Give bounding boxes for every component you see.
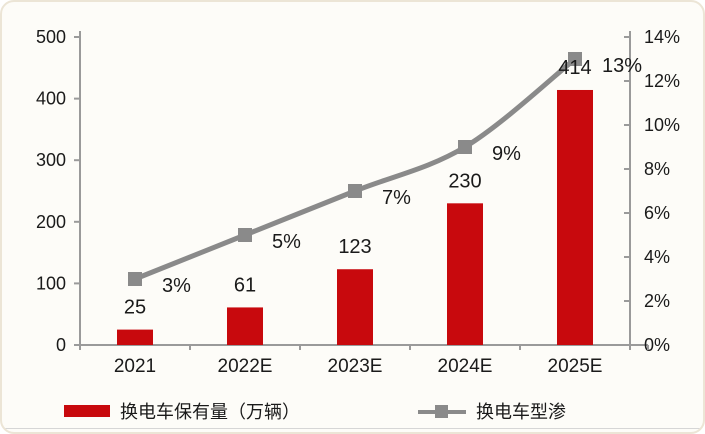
- line-value-label: 7%: [382, 187, 411, 209]
- line-value-label: 13%: [602, 55, 642, 77]
- bar-value-label: 414: [558, 57, 591, 79]
- line-swatch-square-marker: [435, 404, 448, 418]
- x-axis-category-label: 2021: [114, 356, 156, 377]
- line-marker-2022E: [238, 228, 252, 242]
- right-axis-tick-label: 8%: [644, 159, 670, 179]
- line-marker-2025E: [568, 52, 582, 66]
- line-value-label: 3%: [162, 275, 191, 297]
- chart-canvas: 0 100 200 300 400 500 0% 2% 4% 6% 8% 10% 12% 14% 2021 2…: [36, 27, 680, 377]
- x-axis-category-label: 2023E: [328, 356, 383, 377]
- left-axis-tick-label: 0: [56, 335, 66, 355]
- line-series-swatch-icon: [418, 404, 466, 418]
- legend-item-line-series: 换电车型渗: [418, 398, 566, 424]
- line-value-label: 9%: [492, 143, 521, 165]
- x-axis-category-label: 2025E: [548, 356, 603, 377]
- right-axis-tick-label: 2%: [644, 291, 670, 311]
- bar-value-label: 230: [448, 170, 481, 192]
- left-axis-tick-label: 400: [36, 89, 66, 109]
- right-axis-tick-label: 0%: [644, 335, 670, 355]
- bar-2025E: [557, 89, 593, 345]
- right-axis-tick-label: 12%: [644, 71, 680, 91]
- bar-value-label: 123: [338, 236, 371, 258]
- right-axis-tick-label: 6%: [644, 203, 670, 223]
- bar-value-label: 61: [234, 274, 256, 296]
- line-marker-2021: [128, 272, 142, 286]
- line-marker-2023E: [348, 184, 362, 198]
- bar-2023E: [337, 269, 373, 345]
- legend-label-line-series: 换电车型渗: [476, 402, 566, 422]
- bottom-divider: [2, 428, 703, 429]
- left-axis-tick-label: 300: [36, 150, 66, 170]
- left-axis-tick-label: 500: [36, 27, 66, 47]
- bar-series-swatch-icon: [64, 405, 110, 417]
- legend-label-bar-series: 换电车保有量（万辆）: [120, 402, 300, 422]
- right-axis-tick-label: 10%: [644, 115, 680, 135]
- line-value-label: 5%: [272, 231, 301, 253]
- chart-legend: 换电车保有量（万辆） 换电车型渗: [2, 394, 703, 428]
- x-axis-category-label: 2022E: [218, 356, 273, 377]
- left-axis-tick-label: 200: [36, 212, 66, 232]
- left-axis-tick-label: 100: [36, 273, 66, 293]
- line-marker-2024E: [458, 140, 472, 154]
- right-axis-tick-label: 14%: [644, 27, 680, 47]
- right-axis-tick-label: 4%: [644, 247, 670, 267]
- bar-value-label: 25: [124, 297, 146, 319]
- bar-2021: [117, 329, 153, 345]
- combo-chart: 0 100 200 300 400 500 0% 2% 4% 6% 8% 10% 12% 14% 2021 2…: [2, 2, 703, 390]
- bar-2024E: [447, 203, 483, 345]
- x-axis-category-label: 2024E: [438, 356, 493, 377]
- legend-item-bar-series: 换电车保有量（万辆）: [64, 398, 300, 424]
- bar-2022E: [227, 307, 263, 345]
